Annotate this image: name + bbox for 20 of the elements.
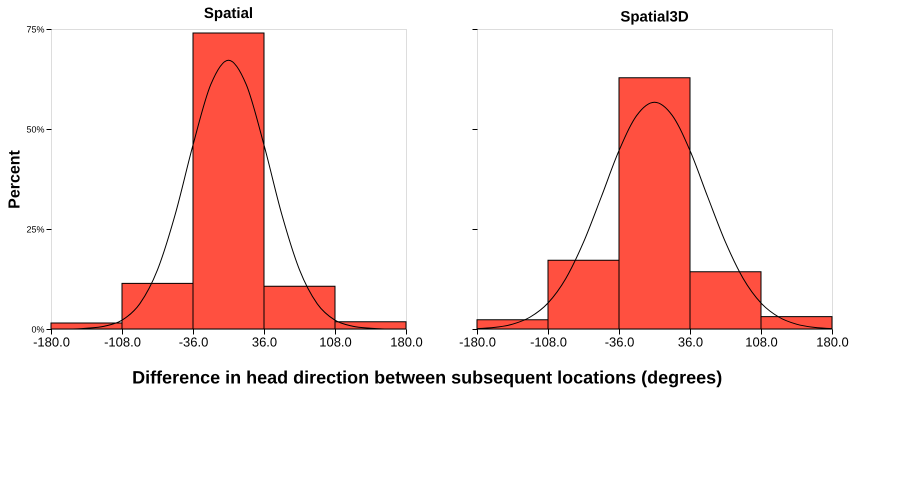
y-tick-label: 75% (26, 24, 44, 34)
x-tick-label: 108.0 (319, 334, 352, 350)
x-tick-label: 108.0 (745, 334, 778, 350)
x-tick-label: -108.0 (530, 334, 567, 350)
x-tick-label: 36.0 (678, 334, 704, 350)
x-tick-label: -180.0 (459, 334, 496, 350)
x-tick-label: -36.0 (178, 334, 208, 350)
x-tick-label: 180.0 (816, 334, 849, 350)
chart-title: Spatial (204, 5, 254, 22)
y-axis-title: Percent (6, 149, 24, 209)
y-tick-label: 25% (26, 224, 44, 234)
x-tick-label: 36.0 (252, 334, 278, 350)
x-tick-label: -108.0 (104, 334, 141, 350)
x-tick-label: -180.0 (33, 334, 70, 350)
y-tick-label: 0% (31, 324, 44, 334)
chart-title: Spatial3D (620, 8, 689, 26)
y-tick-label: 50% (26, 124, 44, 134)
x-tick-label: 180.0 (390, 334, 423, 350)
x-tick-label: -36.0 (604, 334, 634, 350)
x-axis-title: Difference in head direction between subsequent locations (degrees) (132, 368, 722, 388)
